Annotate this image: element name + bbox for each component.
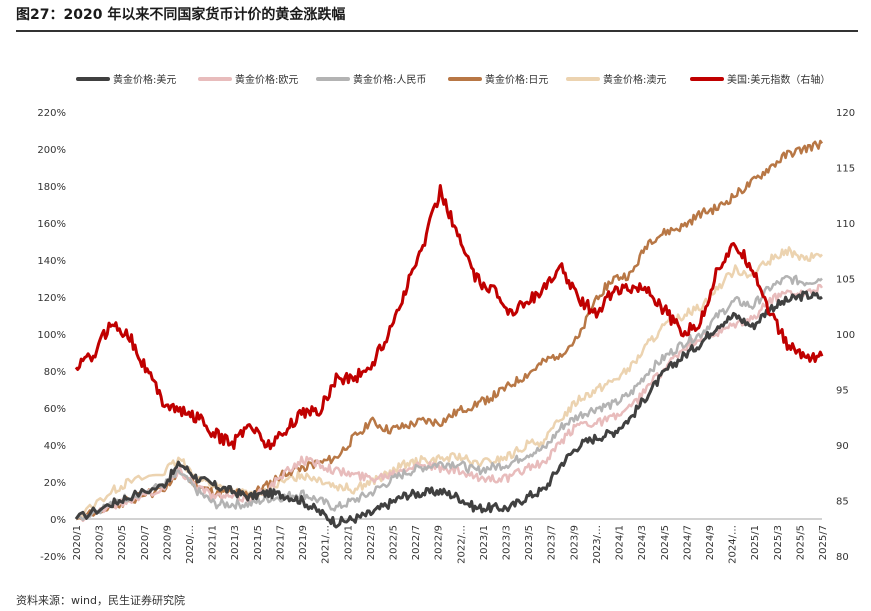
legend-label: 黄金价格:澳元 — [603, 73, 666, 86]
x-tick-label: 2023/7 — [547, 525, 558, 560]
y-right-tick-label: 95 — [836, 386, 849, 397]
y-left-tick-label: 160% — [37, 219, 66, 230]
y-axis-left: -20% 0% 20% 40% 60% 80% 100% 120% 140% 160% 180% 20… — [37, 108, 822, 563]
y-right-tick-label: 80 — [836, 552, 849, 563]
legend-label: 黄金价格:美元 — [113, 73, 176, 86]
x-tick-label: 2024/7 — [682, 525, 693, 560]
x-tick-label: 2025/5 — [795, 525, 806, 560]
x-tick-label: 2022/5 — [388, 525, 399, 560]
page-title: 图27：2020 年以来不同国家货币计价的黄金涨跌幅 — [16, 7, 346, 23]
y-right-tick-label: 100 — [836, 330, 855, 341]
x-tick-label: 2021/5 — [253, 525, 264, 560]
x-tick-label: 2023/… — [592, 525, 603, 564]
x-tick-label: 2024/… — [728, 525, 739, 564]
y-left-tick-label: 80% — [44, 367, 66, 378]
x-tick-label: 2021/7 — [275, 525, 286, 560]
x-tick-label: 2024/3 — [637, 525, 648, 560]
title-divider — [16, 30, 858, 32]
source-note: 资料来源：wind，民生证券研究院 — [16, 594, 186, 607]
y-left-tick-label: 200% — [37, 145, 66, 156]
x-tick-label: 2024/5 — [660, 525, 671, 560]
x-tick-label: 2021/3 — [230, 525, 241, 560]
y-right-tick-label: 110 — [836, 219, 855, 230]
y-left-tick-label: 20% — [44, 478, 66, 489]
x-tick-label: 2023/3 — [502, 525, 513, 560]
legend-label: 黄金价格:人民币 — [353, 73, 426, 86]
x-tick-label: 2021/9 — [298, 525, 309, 560]
series-line — [74, 184, 824, 451]
y-left-tick-label: 100% — [37, 330, 66, 341]
x-tick-label: 2022/1 — [343, 525, 354, 560]
legend-label: 黄金价格:欧元 — [235, 73, 298, 86]
x-tick-label: 2020/… — [185, 525, 196, 564]
x-tick-label: 2023/5 — [524, 525, 535, 560]
x-tick-label: 2022/… — [456, 525, 467, 564]
x-tick-label: 2020/7 — [140, 525, 151, 560]
y-left-tick-label: 220% — [37, 108, 66, 119]
x-tick-label: 2024/1 — [615, 525, 626, 560]
y-right-tick-label: 85 — [836, 497, 849, 508]
x-tick-label: 2025/7 — [818, 525, 829, 560]
y-left-tick-label: 40% — [44, 441, 66, 452]
y-right-tick-label: 120 — [836, 108, 855, 119]
x-tick-label: 2023/1 — [479, 525, 490, 560]
y-left-tick-label: 60% — [44, 404, 66, 415]
x-tick-label: 2025/3 — [773, 525, 784, 560]
chart-legend: 黄金价格:美元 黄金价格:欧元 黄金价格:人民币 黄金价格:日元 黄金价格:澳元 美国:美… — [76, 73, 830, 86]
x-tick-label: 2021/1 — [208, 525, 219, 560]
y-axis-right: 80 85 90 95 100 105 110 115 120 — [836, 108, 855, 563]
series-line — [74, 290, 823, 529]
x-tick-label: 2023/9 — [569, 525, 580, 560]
series-line — [75, 274, 823, 521]
x-tick-label: 2020/3 — [95, 525, 106, 560]
x-tick-label: 2022/7 — [411, 525, 422, 560]
x-tick-label: 2020/5 — [117, 525, 128, 560]
legend-label: 美国:美元指数（右轴） — [727, 73, 830, 86]
series-line — [75, 283, 824, 523]
gold-price-chart: 黄金价格:美元 黄金价格:欧元 黄金价格:人民币 黄金价格:日元 黄金价格:澳元 美国:美… — [37, 73, 855, 564]
series-lines — [74, 139, 824, 529]
x-tick-label: 2021/… — [321, 525, 332, 564]
y-left-tick-label: 0% — [50, 515, 66, 526]
x-tick-label: 2022/9 — [434, 525, 445, 560]
y-right-tick-label: 105 — [836, 275, 855, 286]
x-tick-label: 2020/1 — [72, 525, 83, 560]
y-right-tick-label: 90 — [836, 441, 849, 452]
y-left-tick-label: 140% — [37, 256, 66, 267]
x-tick-label: 2025/1 — [750, 525, 761, 560]
x-tick-label: 2020/9 — [162, 525, 173, 560]
y-left-tick-label: -20% — [40, 552, 66, 563]
x-axis: 2020/1 2020/3 2020/5 2020/7 2020/9 2020/… 2021… — [72, 525, 829, 564]
x-tick-label: 2024/9 — [705, 525, 716, 560]
y-left-tick-label: 120% — [37, 293, 66, 304]
legend-label: 黄金价格:日元 — [485, 73, 548, 86]
series-line — [75, 139, 824, 521]
x-tick-label: 2022/3 — [366, 525, 377, 560]
y-left-tick-label: 180% — [37, 182, 66, 193]
y-right-tick-label: 115 — [836, 164, 855, 175]
